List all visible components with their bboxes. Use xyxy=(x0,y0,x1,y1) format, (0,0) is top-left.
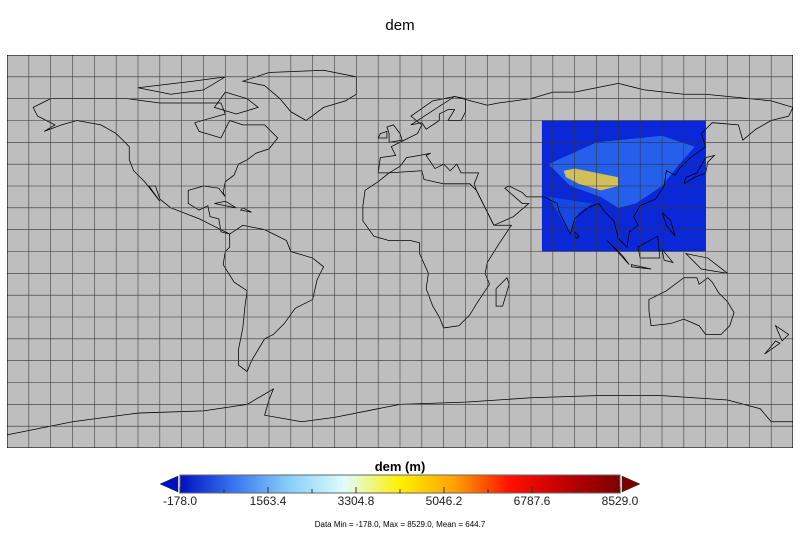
coast-new-zealand xyxy=(764,324,790,355)
coast-japan xyxy=(683,154,716,185)
colorbar-label: dem (m) xyxy=(374,459,426,474)
colorbar xyxy=(160,474,640,494)
colorbar-tick-label: 5046.2 xyxy=(425,494,463,508)
coast-north-america xyxy=(32,98,279,235)
colorbar-under-arrow xyxy=(160,475,179,493)
dem-terrain-patch xyxy=(548,135,695,208)
coast-australia xyxy=(648,277,735,335)
plot-title: dem xyxy=(385,17,415,34)
world-map xyxy=(7,55,793,448)
colorbar-tick-label: 8529.0 xyxy=(601,494,639,508)
coast-south-america xyxy=(222,224,325,373)
colorbar-tick-label: 3304.8 xyxy=(337,494,375,508)
dem-terrain-patch xyxy=(548,196,593,235)
coast-uk xyxy=(377,124,403,143)
coast-europe-asia xyxy=(377,82,793,248)
colorbar-over-arrow xyxy=(621,475,640,493)
colorbar-tick-label: -178.0 xyxy=(162,494,198,508)
coast-indonesia xyxy=(607,211,728,274)
colorbar-tick-label: 1563.4 xyxy=(249,494,287,508)
dem-terrain-patch xyxy=(563,168,619,191)
coast-madagascar xyxy=(495,276,510,307)
colorbar-tick-label: 6787.6 xyxy=(513,494,551,508)
graticule xyxy=(7,55,793,448)
coast-africa xyxy=(362,170,513,329)
data-statistics: Data Min = -178.0, Max = 8529.0, Mean = … xyxy=(314,520,486,529)
